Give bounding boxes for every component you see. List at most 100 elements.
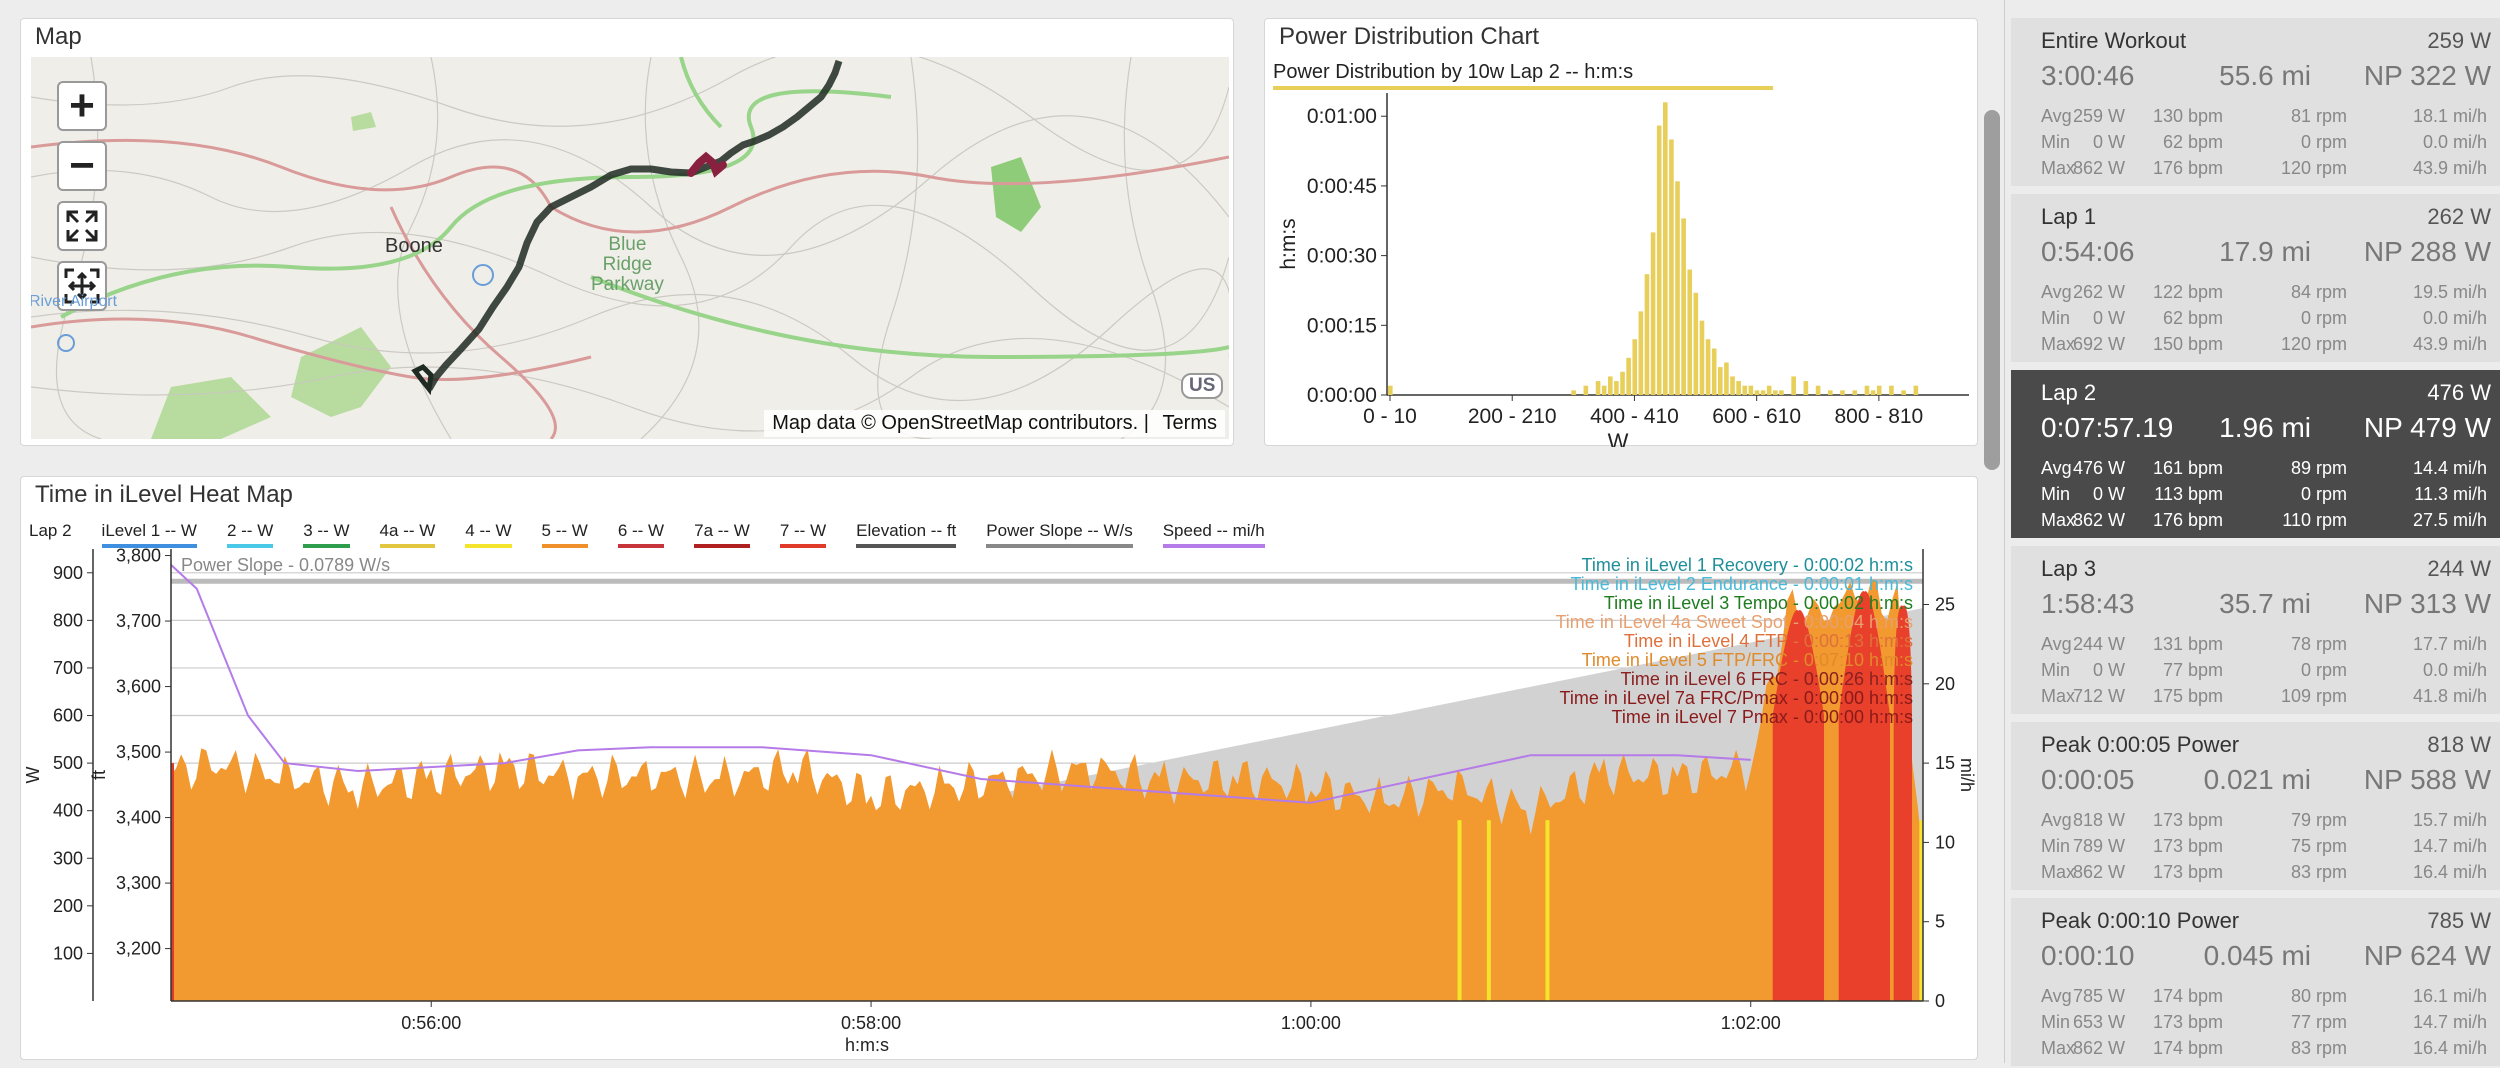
heatmap-legend-item[interactable]: Lap 2 (29, 521, 72, 540)
lap-stat-value: 789 W (2072, 836, 2125, 856)
lap-stat-value: 476 W (2072, 458, 2125, 478)
lap-stat-value: 14.7 mi/h (2412, 1012, 2487, 1032)
lap-card[interactable]: Peak 0:00:10 Power 785 W 0:00:10 0.045 mi NP… (2011, 898, 2500, 1068)
heatmap-legend-item[interactable]: Elevation -- ft (856, 521, 957, 548)
lap-stat-value: 62 bpm (2162, 308, 2223, 328)
power-bin-bar (1754, 390, 1760, 395)
map-view[interactable]: + − Boone Blue Ridge Parkway River Airport… (31, 57, 1229, 439)
ilevel-time-annotation: Time in iLevel 1 Recovery - 0:00:02 h:m:… (1582, 555, 1913, 575)
sidebar-scrollbar[interactable] (1984, 110, 2000, 470)
terms-link[interactable]: Terms (1162, 412, 1217, 434)
lap-stat-value: 14.4 mi/h (2412, 458, 2487, 478)
power-bin-bar (1583, 385, 1589, 395)
power-bin-bar (1889, 385, 1894, 395)
power-bin-bar (1760, 390, 1766, 395)
ilevel-time-annotation: Time in iLevel 7 Pmax - 0:00:00 h:m:s (1612, 707, 1913, 727)
lap-duration: 0:54:06 (2041, 236, 2135, 267)
y-tick-label: 0:00:15 (1307, 314, 1377, 337)
lap-duration: 3:00:46 (2041, 60, 2135, 91)
heatmap-legend-item[interactable]: Speed -- mi/h (1162, 521, 1265, 548)
lap-stat-value: 43.9 mi/h (2412, 334, 2487, 354)
map-label-town: Boone (385, 235, 443, 257)
map-label-airport: River Airport (31, 293, 118, 310)
power-bin-bar (1705, 339, 1711, 395)
lap-card[interactable]: Lap 3 244 W 1:58:43 35.7 mi NP 313 W Avg 244 W… (2011, 546, 2500, 716)
lap-normalized-power: NP 624 W (2363, 940, 2491, 971)
lap-stat-value: 0.0 mi/h (2422, 132, 2487, 152)
power-bin-bar (1876, 385, 1882, 395)
w-tick-label: 100 (53, 943, 83, 963)
power-bin-bar (1870, 390, 1876, 395)
lap-stat-value: 83 rpm (2290, 862, 2347, 882)
w-tick-label: 700 (53, 658, 83, 678)
power-bin-bar (1669, 139, 1674, 395)
mph-tick-label: 0 (1935, 991, 1945, 1011)
lap-stat-value: Max (2041, 862, 2076, 882)
lap-name: Peak 0:00:10 Power (2041, 908, 2240, 933)
lap-stat-row: Min 789 W 173 bpm 75 rpm 14.7 mi/h (2041, 836, 2497, 860)
ilevel6-spike (1893, 605, 1913, 1001)
lap-card[interactable]: Entire Workout 259 W 3:00:46 55.6 mi NP 322 … (2011, 18, 2500, 188)
lap-card[interactable]: Peak 0:00:05 Power 818 W 0:00:05 0.021 mi NP… (2011, 722, 2500, 892)
lap-stat-value: Min (2041, 308, 2071, 328)
lap-distance: 35.7 mi (2219, 588, 2311, 619)
lap-stat-value: 176 bpm (2152, 510, 2223, 530)
heatmap-legend-item[interactable]: 7 -- W (779, 521, 827, 548)
ilevel-time-annotation: Time in iLevel 5 FTP/FRC - 0:07:10 h:m:s (1582, 650, 1913, 670)
ilevel-time-annotation: Time in iLevel 2 Endurance - 0:00:01 h:m… (1570, 574, 1913, 594)
lap-distance: 17.9 mi (2219, 236, 2311, 267)
lap-stat-value: 80 rpm (2290, 986, 2347, 1006)
x-tick-label: 600 - 610 (1712, 405, 1801, 428)
lap-stat-value: 16.4 mi/h (2412, 862, 2487, 882)
ilevel7-strip (171, 763, 174, 1001)
lap-stat-value: 0.0 mi/h (2422, 660, 2487, 680)
map-label-parkway: Blue Ridge Parkway (591, 234, 664, 295)
lap-stat-row: Max 862 W 173 bpm 83 rpm 16.4 mi/h (2041, 862, 2497, 886)
lap-stat-value: 78 rpm (2290, 634, 2347, 654)
ilevel4-strip (1545, 820, 1550, 1001)
lap-card[interactable]: Lap 1 262 W 0:54:06 17.9 mi NP 288 W Avg 262 W… (2011, 194, 2500, 364)
power-distribution-legend[interactable]: Power Distribution by 10w Lap 2 -- h:m:s (1273, 61, 1773, 90)
power-bin-bar (1632, 339, 1638, 395)
mph-tick-label: 20 (1935, 674, 1955, 694)
lap-distance: 1.96 mi (2219, 412, 2311, 443)
lap-distance: 0.045 mi (2203, 940, 2311, 971)
lap-stat-value: 84 rpm (2290, 282, 2347, 302)
lap-distance: 55.6 mi (2219, 60, 2311, 91)
ilevel-time-annotation: Time in iLevel 4 FTP - 0:00:13 h:m:s (1624, 631, 1913, 651)
w-tick-label: 400 (53, 801, 83, 821)
zoom-in-button[interactable]: + (57, 81, 107, 131)
x-axis-label: W (1608, 429, 1629, 447)
fullscreen-icon[interactable] (57, 201, 107, 251)
power-bin-bar (1620, 371, 1625, 395)
fit-bounds-icon[interactable] (57, 261, 107, 311)
lap-stat-value: 862 W (2072, 1038, 2125, 1058)
heatmap-legend-item[interactable]: 2 -- W (226, 521, 274, 548)
power-bin-bar (1687, 269, 1693, 395)
lap-stat-value: 0 rpm (2300, 660, 2347, 680)
power-bin-bar (1736, 381, 1741, 395)
lap-stat-value: Avg (2041, 282, 2072, 302)
power-distribution-title: Power Distribution Chart (1279, 23, 1540, 50)
heatmap-legend-item[interactable]: 4a -- W (379, 521, 436, 548)
heatmap-legend-item[interactable]: 3 -- W (303, 521, 350, 548)
power-distribution-panel: Power Distribution Chart Power Distribut… (1264, 18, 1978, 447)
lap-stat-value: 818 W (2072, 810, 2125, 830)
lap-stat-value: Min (2041, 484, 2071, 504)
lap-stat-value: 75 rpm (2290, 836, 2347, 856)
heatmap-legend-item[interactable]: 7a -- W (694, 521, 750, 548)
heatmap-legend-item[interactable]: 4 -- W (465, 521, 512, 548)
lap-name: Peak 0:00:05 Power (2041, 732, 2240, 757)
heatmap-legend-item[interactable]: 5 -- W (541, 521, 588, 548)
lap-stat-value: 176 bpm (2152, 158, 2223, 178)
x-tick-label: 400 - 410 (1590, 405, 1679, 428)
zoom-out-button[interactable]: − (57, 141, 107, 191)
heatmap-legend-item[interactable]: 6 -- W (617, 521, 665, 548)
heatmap-legend-item[interactable]: iLevel 1 -- W (101, 521, 197, 548)
heatmap-legend-item[interactable]: Power Slope -- W/s (986, 521, 1133, 548)
lap-stat-value: 16.4 mi/h (2412, 1038, 2487, 1058)
power-bin-bar (1650, 232, 1656, 395)
lap-stat-value: 0 rpm (2300, 308, 2347, 328)
lap-avg-watts: 476 W (2427, 380, 2491, 405)
lap-card[interactable]: Lap 2 476 W 0:07:57.19 1.96 mi NP 479 W Avg 47… (2011, 370, 2500, 540)
